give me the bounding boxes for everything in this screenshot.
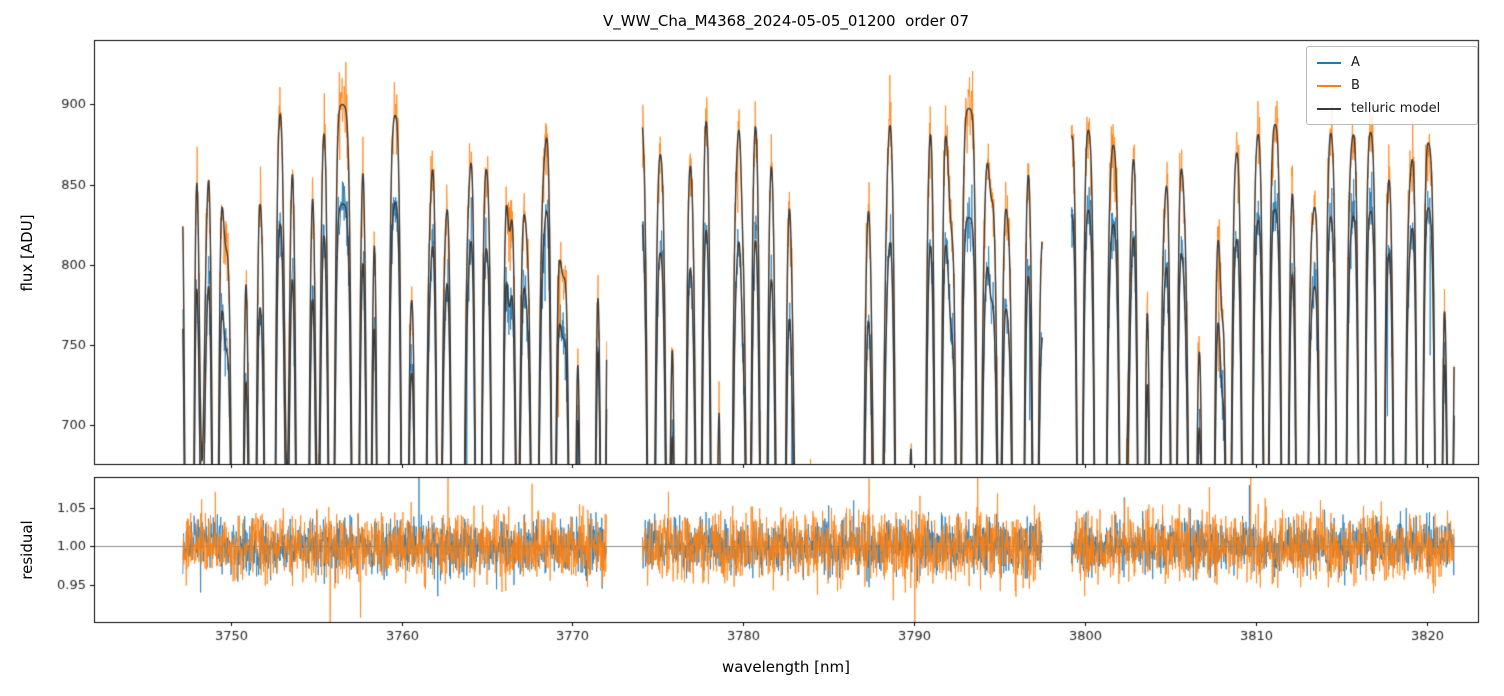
legend-label-a: A: [1351, 55, 1360, 70]
y-axis-label-flux-text: flux [ADU]: [18, 214, 36, 292]
legend-item-b: B: [1317, 78, 1467, 93]
legend-label-telluric-model: telluric model: [1351, 101, 1441, 116]
legend-line-sample-telluric-model: [1317, 107, 1341, 110]
legend-line-sample-a: [1317, 61, 1341, 64]
chart-title: V_WW_Cha_M4368_2024-05-05_01200 order 07: [603, 12, 969, 30]
x-axis-label: wavelength [nm]: [722, 658, 850, 676]
legend-label-b: B: [1351, 78, 1360, 93]
legend-line-sample-b: [1317, 84, 1341, 87]
y-axis-label-residual-text: residual: [18, 520, 36, 580]
legend-item-a: A: [1317, 55, 1467, 70]
legend: A B telluric model: [1306, 46, 1478, 125]
legend-item-telluric-model: telluric model: [1317, 101, 1467, 116]
